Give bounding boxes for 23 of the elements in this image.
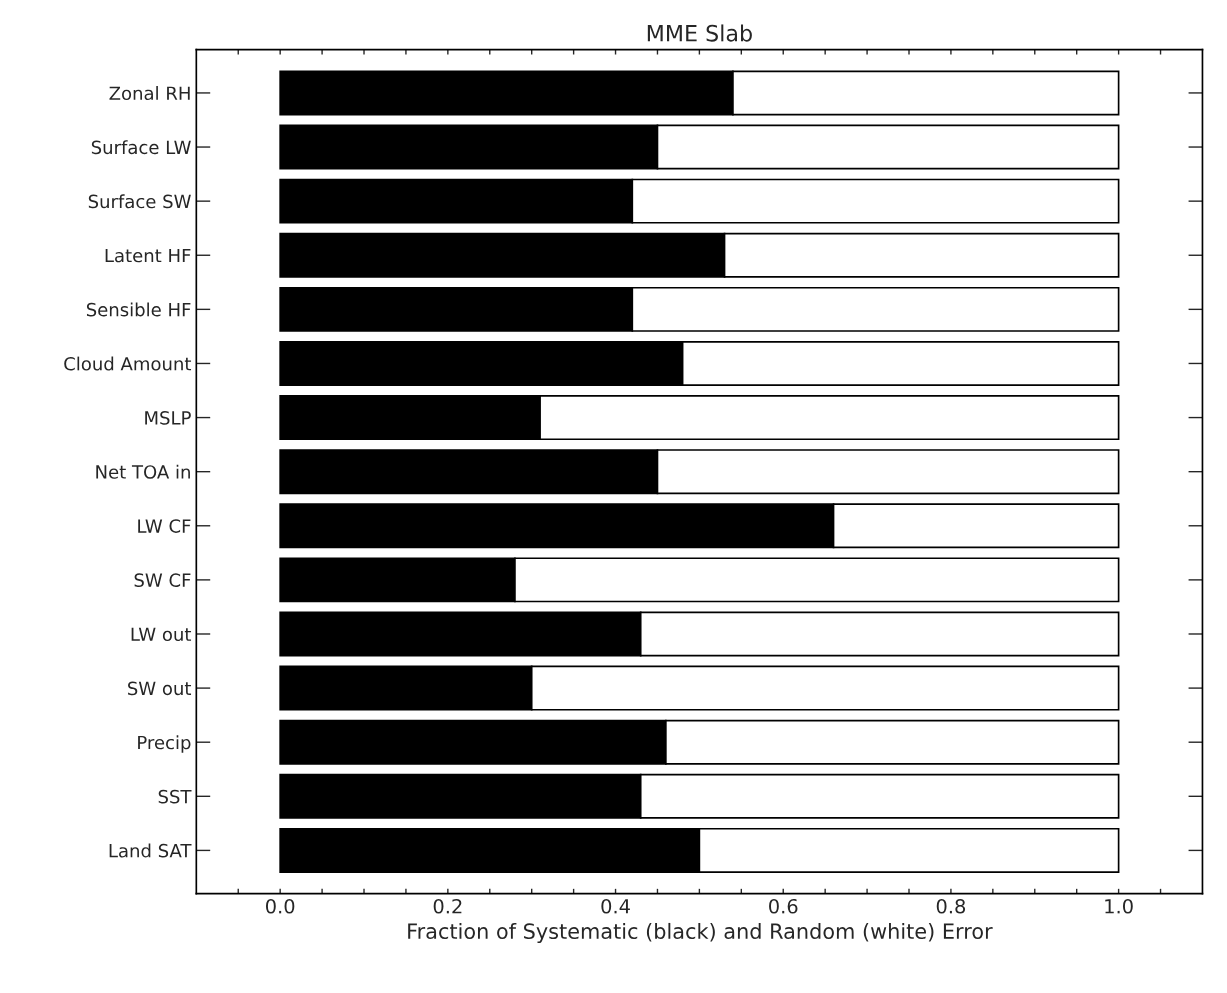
y-tick-label: Latent HF bbox=[105, 248, 191, 263]
y-tick-label: Cloud Amount bbox=[64, 356, 192, 371]
x-tick-label: 0.0 bbox=[265, 898, 295, 914]
x-tick-label: 0.2 bbox=[433, 898, 462, 914]
x-tick-label: 0.8 bbox=[936, 898, 966, 914]
chart-title: MME Slab bbox=[647, 24, 752, 42]
x-tick-label: 0.6 bbox=[769, 898, 798, 914]
y-tick-label: LW out bbox=[131, 627, 192, 642]
y-tick-label: LW CF bbox=[138, 519, 191, 533]
y-tick-label: SST bbox=[158, 789, 192, 804]
x-tick-label: 0.4 bbox=[601, 898, 630, 914]
x-tick-label: 1.0 bbox=[1105, 898, 1133, 914]
y-tick-label: Sensible HF bbox=[86, 302, 191, 317]
y-tick-label: SW CF bbox=[134, 573, 191, 587]
y-tick-label: MSLP bbox=[145, 411, 191, 425]
y-tick-label: Surface LW bbox=[91, 140, 191, 155]
x-axis-title: Fraction of Systematic (black) and Random (white) Error bbox=[408, 922, 993, 944]
y-tick-label: Net TOA in bbox=[96, 464, 190, 479]
y-tick-label: Zonal RH bbox=[109, 86, 190, 101]
y-tick-label: Surface SW bbox=[88, 194, 191, 209]
y-tick-label: Land SAT bbox=[109, 843, 192, 858]
y-tick-label: SW out bbox=[128, 681, 192, 696]
y-tick-label: Precip bbox=[138, 735, 191, 753]
